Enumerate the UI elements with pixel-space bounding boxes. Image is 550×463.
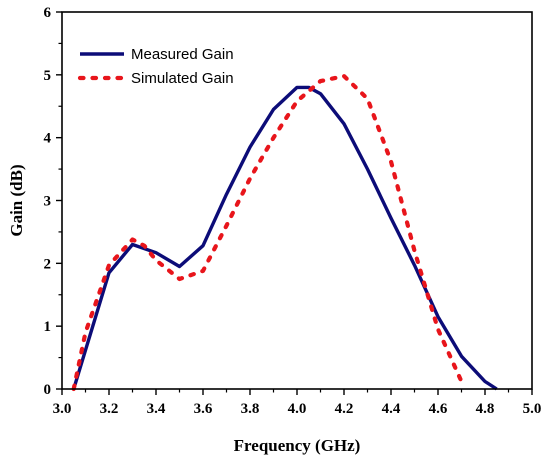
x-axis-label: Frequency (GHz) <box>234 436 361 455</box>
legend-label-simulated-gain: Simulated Gain <box>131 70 234 87</box>
y-axis-label: Gain (dB) <box>7 164 26 236</box>
x-tick-label: 3.4 <box>147 401 166 417</box>
x-tick-label: 3.6 <box>194 401 213 417</box>
series-line-simulated-gain <box>71 73 464 392</box>
y-tick-label: 4 <box>44 131 52 147</box>
y-tick-label: 6 <box>44 5 52 21</box>
series-line-measured-gain <box>72 85 498 391</box>
y-tick-label: 1 <box>44 319 52 335</box>
x-tick-label: 4.0 <box>288 401 307 417</box>
x-tick-label: 4.2 <box>335 401 354 417</box>
x-tick-label: 3.0 <box>53 401 72 417</box>
y-tick-label: 0 <box>44 382 52 398</box>
y-tick-label: 5 <box>44 68 52 84</box>
x-tick-label: 4.4 <box>382 401 401 417</box>
x-tick-label: 5.0 <box>523 401 542 417</box>
axis-ticks: 3.0 3.2 3.4 3.6 3.8 4.0 4.2 4.4 4.6 4.8 5.0 0 1 2 3 4 5 6 <box>44 5 542 417</box>
legend: Measured Gain Simulated Gain <box>77 46 234 87</box>
y-tick-label: 2 <box>44 256 52 272</box>
y-tick-label: 3 <box>44 194 52 210</box>
x-tick-label: 4.8 <box>476 401 495 417</box>
legend-label-measured-gain: Measured Gain <box>131 46 234 63</box>
plot-frame <box>61 11 533 390</box>
x-tick-label: 3.8 <box>241 401 260 417</box>
x-tick-label: 3.2 <box>100 401 119 417</box>
x-tick-label: 4.6 <box>429 401 448 417</box>
plot-area <box>71 73 498 392</box>
